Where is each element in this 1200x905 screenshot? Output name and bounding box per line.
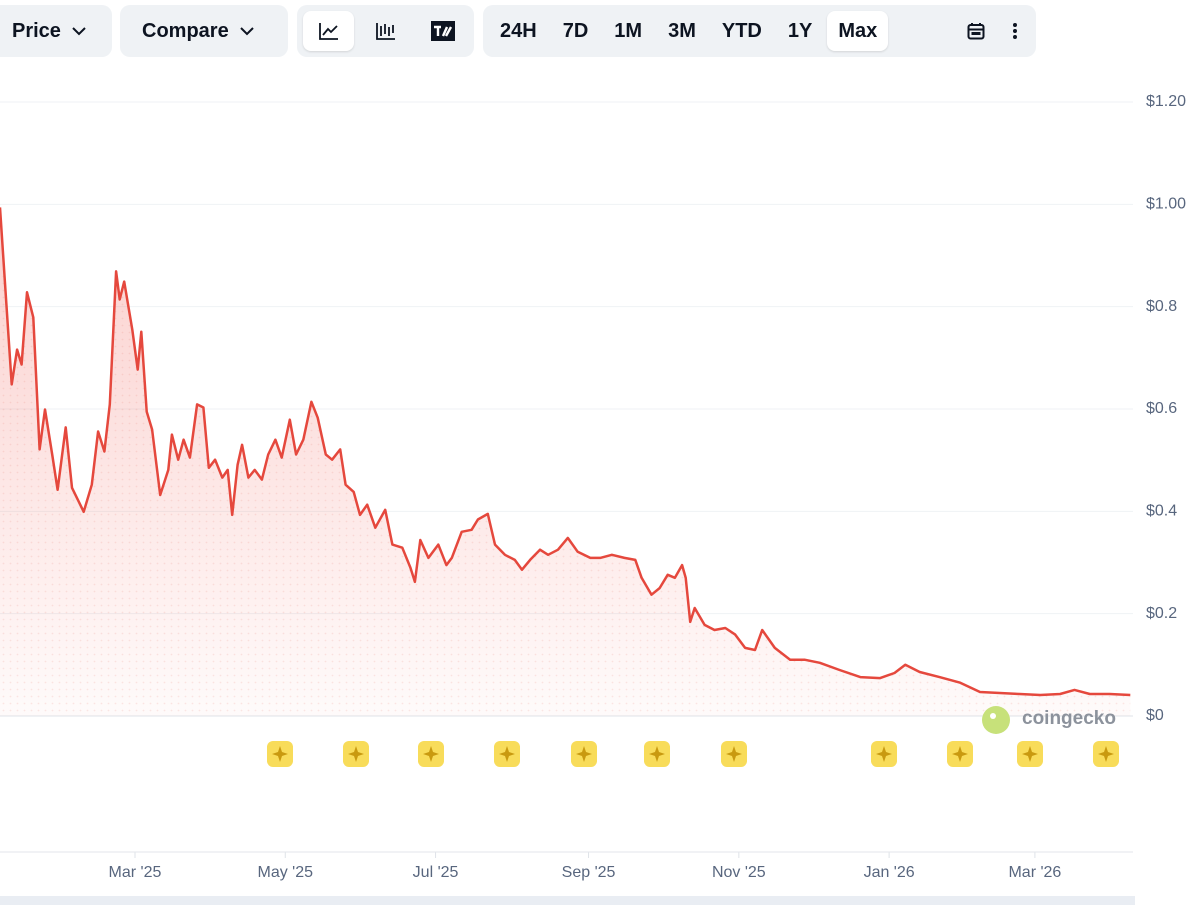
price-area-dots (0, 207, 1131, 716)
range-slider[interactable] (0, 896, 1135, 905)
event-marker[interactable] (267, 741, 293, 767)
x-tick-label: May '25 (258, 864, 314, 881)
candle-chart-button[interactable] (360, 11, 411, 51)
event-marker[interactable] (571, 741, 597, 767)
x-tick-label: Mar '26 (1008, 864, 1061, 881)
time-range-group: 24H 7D 1M 3M YTD 1Y Max (483, 5, 1036, 57)
x-tick-label: Mar '25 (109, 864, 162, 881)
range-button[interactable]: 24H (500, 19, 537, 42)
y-tick-label: $0.4 (1146, 503, 1177, 520)
compare-dropdown[interactable]: Compare (120, 5, 288, 57)
x-tick-label: Sep '25 (562, 864, 616, 881)
chevron-icon (72, 27, 86, 36)
compare-label: Compare (142, 19, 229, 42)
x-tick-label: Jan '26 (864, 864, 915, 881)
y-tick-label: $0.2 (1146, 605, 1177, 622)
line-icon (318, 23, 338, 40)
event-marker[interactable] (1017, 741, 1043, 767)
range-button[interactable]: Max (827, 11, 889, 51)
event-marker[interactable] (494, 741, 520, 767)
y-tick-label: $0.8 (1146, 298, 1177, 315)
chevron-icon (239, 27, 254, 36)
range-button[interactable]: 3M (668, 19, 696, 42)
candle-icon (375, 23, 395, 40)
price-button[interactable]: Price (0, 11, 97, 51)
calendar-button[interactable] (956, 11, 996, 51)
y-tick-label: $1.20 (1146, 93, 1186, 110)
more-icon (1013, 23, 1017, 39)
range-button[interactable]: YTD (721, 19, 762, 42)
price-dropdown[interactable]: Price (0, 5, 112, 57)
compare-button[interactable]: Compare (126, 11, 265, 51)
more-button[interactable] (1000, 11, 1030, 51)
event-marker[interactable] (1093, 741, 1119, 767)
x-tick-label: Nov '25 (712, 864, 766, 881)
tradingview-icon (430, 21, 455, 41)
calendar-icon (967, 23, 985, 40)
range-button[interactable]: 7D (562, 19, 589, 42)
price-label: Price (12, 19, 61, 42)
event-marker[interactable] (418, 741, 444, 767)
chart-type-group (297, 5, 474, 57)
event-markers (267, 741, 1119, 767)
event-marker[interactable] (644, 741, 670, 767)
range-button[interactable]: 1M (614, 19, 643, 42)
event-marker[interactable] (343, 741, 369, 767)
event-marker[interactable] (721, 741, 747, 767)
event-marker[interactable] (871, 741, 897, 767)
y-tick-label: $1.00 (1146, 196, 1186, 213)
range-button[interactable]: 1Y (787, 19, 813, 42)
watermark-text: coingecko (1022, 708, 1116, 729)
line-chart-button[interactable] (303, 11, 354, 51)
y-tick-label: $0.6 (1146, 400, 1177, 417)
price-line (0, 207, 1131, 697)
x-tick-label: Jul '25 (413, 864, 459, 881)
event-marker[interactable] (947, 741, 973, 767)
tradingview-button[interactable] (417, 11, 468, 51)
watermark: coingecko (982, 706, 1116, 734)
y-tick-label: $0 (1146, 707, 1164, 724)
